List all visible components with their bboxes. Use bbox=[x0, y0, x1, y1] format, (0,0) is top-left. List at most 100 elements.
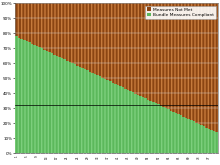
Bar bbox=[172, 112, 175, 153]
Bar bbox=[109, 81, 112, 153]
Bar bbox=[106, 3, 109, 153]
Bar bbox=[190, 3, 192, 153]
Bar bbox=[51, 53, 53, 153]
Bar bbox=[48, 3, 51, 153]
Bar bbox=[41, 49, 43, 153]
Bar bbox=[18, 38, 20, 153]
Bar bbox=[76, 3, 79, 153]
Bar bbox=[38, 47, 41, 153]
Bar bbox=[147, 3, 150, 153]
Bar bbox=[182, 3, 185, 153]
Bar bbox=[139, 3, 142, 153]
Bar bbox=[147, 3, 150, 153]
Bar bbox=[162, 107, 165, 153]
Bar bbox=[129, 3, 132, 153]
Bar bbox=[99, 76, 101, 153]
Bar bbox=[91, 3, 94, 153]
Bar bbox=[101, 78, 104, 153]
Bar bbox=[81, 68, 84, 153]
Bar bbox=[137, 3, 139, 153]
Bar bbox=[64, 59, 66, 153]
Bar bbox=[59, 57, 61, 153]
Bar bbox=[142, 3, 145, 153]
Bar bbox=[64, 59, 66, 153]
Bar bbox=[145, 98, 147, 153]
Bar bbox=[152, 102, 155, 153]
Bar bbox=[36, 3, 38, 153]
Bar bbox=[31, 44, 33, 153]
Bar bbox=[71, 63, 74, 153]
Bar bbox=[182, 117, 185, 153]
Bar bbox=[182, 117, 185, 153]
Bar bbox=[33, 45, 36, 153]
Bar bbox=[145, 3, 147, 153]
Bar bbox=[61, 58, 64, 153]
Bar bbox=[66, 3, 69, 153]
Bar bbox=[195, 123, 198, 153]
Bar bbox=[165, 108, 167, 153]
Bar bbox=[147, 100, 150, 153]
Bar bbox=[104, 79, 106, 153]
Bar bbox=[200, 125, 203, 153]
Bar bbox=[122, 3, 124, 153]
Bar bbox=[18, 38, 20, 153]
Bar bbox=[106, 80, 109, 153]
Bar bbox=[142, 97, 145, 153]
Bar bbox=[213, 3, 215, 153]
Bar bbox=[79, 67, 81, 153]
Bar bbox=[160, 3, 162, 153]
Bar bbox=[215, 3, 218, 153]
Bar bbox=[195, 3, 198, 153]
Bar bbox=[137, 95, 139, 153]
Bar bbox=[89, 72, 91, 153]
Bar bbox=[51, 53, 53, 153]
Bar bbox=[210, 130, 213, 153]
Bar bbox=[165, 3, 167, 153]
Bar bbox=[84, 3, 86, 153]
Bar bbox=[180, 3, 182, 153]
Bar bbox=[180, 3, 182, 153]
Bar bbox=[187, 119, 190, 153]
Bar bbox=[127, 90, 129, 153]
Bar bbox=[76, 66, 79, 153]
Bar bbox=[134, 94, 137, 153]
Bar bbox=[162, 3, 165, 153]
Bar bbox=[175, 113, 177, 153]
Bar bbox=[101, 3, 104, 153]
Bar bbox=[114, 3, 117, 153]
Bar bbox=[96, 75, 99, 153]
Bar bbox=[208, 129, 210, 153]
Bar bbox=[94, 3, 96, 153]
Bar bbox=[172, 3, 175, 153]
Bar bbox=[152, 3, 155, 153]
Bar bbox=[86, 70, 89, 153]
Bar bbox=[53, 55, 56, 153]
Bar bbox=[198, 3, 200, 153]
Bar bbox=[124, 3, 127, 153]
Bar bbox=[157, 3, 160, 153]
Bar bbox=[112, 82, 114, 153]
Bar bbox=[56, 56, 59, 153]
Bar bbox=[15, 3, 18, 153]
Bar bbox=[177, 3, 180, 153]
Bar bbox=[71, 3, 74, 153]
Bar bbox=[46, 51, 48, 153]
Bar bbox=[198, 124, 200, 153]
Legend: Measures Not Met, Bundle Measures Compliant: Measures Not Met, Bundle Measures Compli… bbox=[145, 5, 216, 19]
Bar bbox=[167, 109, 170, 153]
Bar bbox=[112, 3, 114, 153]
Bar bbox=[195, 3, 198, 153]
Bar bbox=[99, 3, 101, 153]
Bar bbox=[53, 55, 56, 153]
Bar bbox=[79, 3, 81, 153]
Bar bbox=[157, 104, 160, 153]
Bar bbox=[122, 87, 124, 153]
Bar bbox=[172, 3, 175, 153]
Bar bbox=[175, 113, 177, 153]
Bar bbox=[187, 3, 190, 153]
Bar bbox=[160, 3, 162, 153]
Bar bbox=[43, 3, 46, 153]
Bar bbox=[94, 74, 96, 153]
Bar bbox=[150, 101, 152, 153]
Bar bbox=[132, 92, 134, 153]
